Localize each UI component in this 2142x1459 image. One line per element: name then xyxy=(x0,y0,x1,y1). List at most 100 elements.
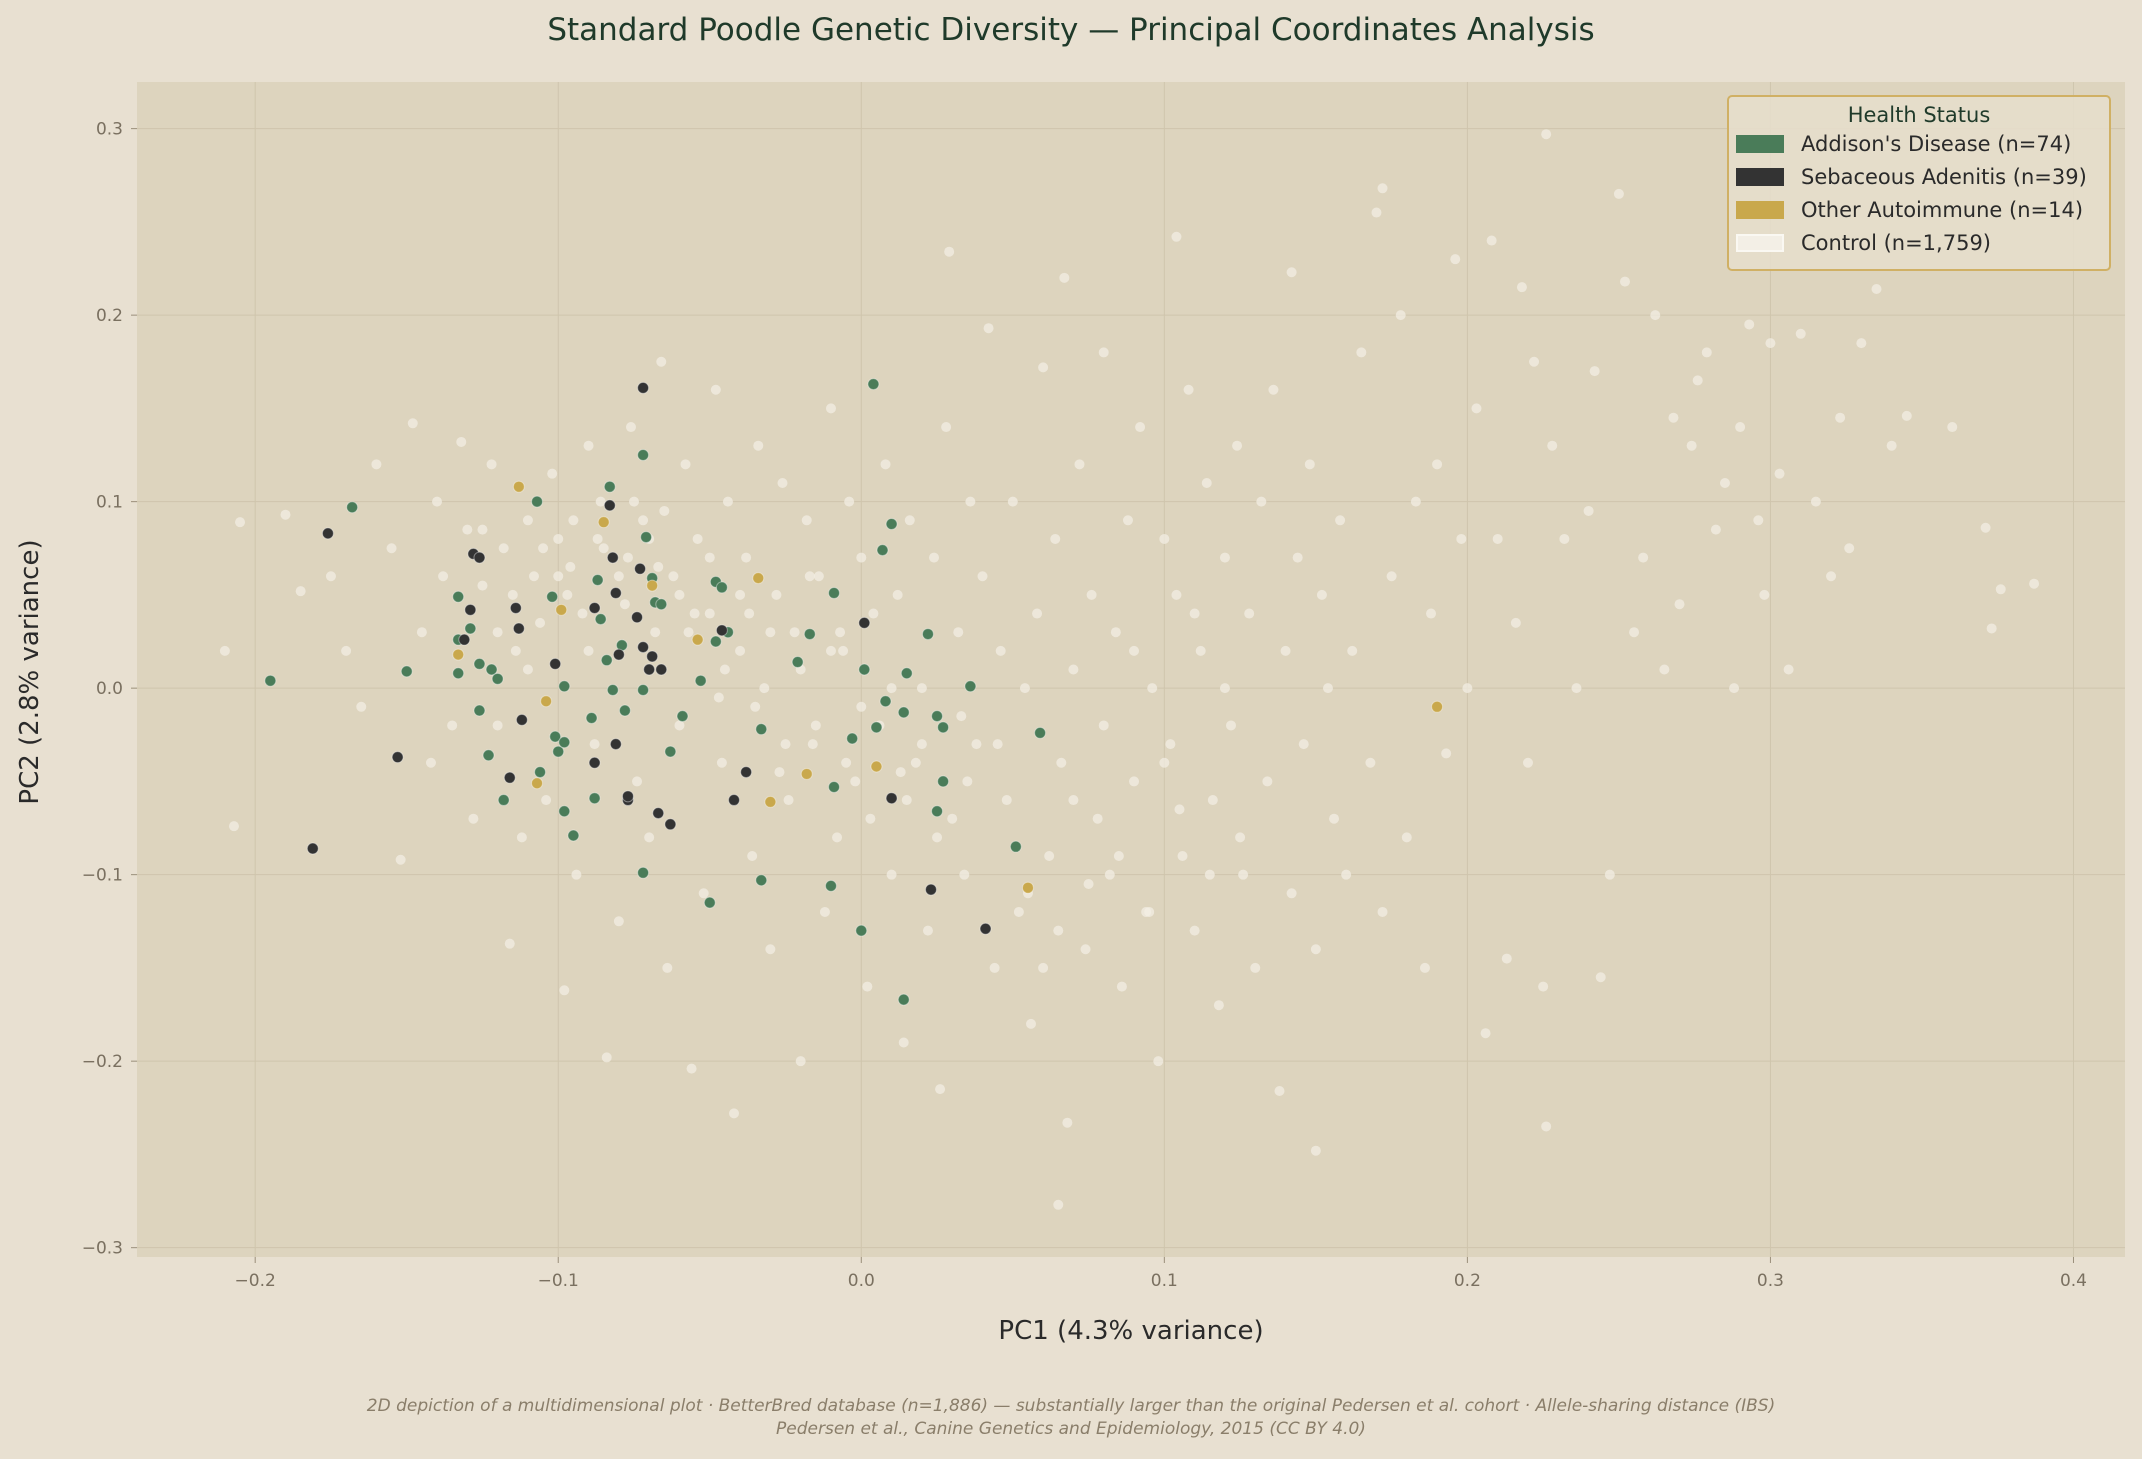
case-point xyxy=(694,674,707,687)
control-point xyxy=(789,627,800,638)
case-point xyxy=(637,449,650,462)
control-point xyxy=(807,739,818,750)
control-point xyxy=(780,739,791,750)
case-point xyxy=(897,706,910,719)
case-point xyxy=(728,794,741,807)
case-point xyxy=(867,378,880,391)
control-point xyxy=(1059,272,1070,283)
control-point xyxy=(325,571,336,582)
case-point xyxy=(846,732,859,745)
case-point xyxy=(452,590,465,603)
control-point xyxy=(1356,347,1367,358)
control-point xyxy=(1783,664,1794,675)
control-point xyxy=(929,552,940,563)
legend-label: Other Autoimmune (n=14) xyxy=(1801,197,2084,222)
case-point xyxy=(546,590,559,603)
control-point xyxy=(1207,795,1218,806)
control-point xyxy=(1619,276,1630,287)
control-point xyxy=(1510,617,1521,628)
control-point xyxy=(1050,533,1061,544)
case-point xyxy=(588,792,601,805)
case-point xyxy=(452,648,465,661)
control-point xyxy=(1074,459,1085,470)
control-point xyxy=(1174,804,1185,815)
control-point xyxy=(1292,552,1303,563)
control-point xyxy=(1322,683,1333,694)
control-point xyxy=(1856,338,1867,349)
case-point xyxy=(879,695,892,708)
control-point xyxy=(1135,422,1146,433)
case-point xyxy=(1021,881,1034,894)
case-point xyxy=(876,544,889,557)
control-point xyxy=(1826,571,1837,582)
control-point xyxy=(935,1084,946,1095)
control-point xyxy=(1668,412,1679,423)
control-point xyxy=(813,571,824,582)
control-point xyxy=(892,589,903,600)
control-point xyxy=(477,524,488,535)
control-point xyxy=(462,524,473,535)
case-point xyxy=(655,598,668,611)
control-point xyxy=(1044,851,1055,862)
control-point xyxy=(1701,347,1712,358)
control-point xyxy=(1226,720,1237,731)
control-point xyxy=(722,496,733,507)
control-point xyxy=(1219,683,1230,694)
control-point xyxy=(825,403,836,414)
control-point xyxy=(1086,589,1097,600)
control-point xyxy=(1153,1056,1164,1067)
control-point xyxy=(535,617,546,628)
control-point xyxy=(498,543,509,554)
control-point xyxy=(1171,589,1182,600)
control-point xyxy=(1098,347,1109,358)
control-point xyxy=(1013,906,1024,917)
control-point xyxy=(1129,776,1140,787)
y-tick-label: 0.1 xyxy=(96,493,123,513)
case-point xyxy=(591,573,604,586)
case-point xyxy=(755,874,768,887)
control-point xyxy=(568,515,579,526)
control-point xyxy=(1068,664,1079,675)
case-point xyxy=(637,684,650,697)
control-point xyxy=(1480,1028,1491,1039)
case-point xyxy=(512,480,525,493)
legend-label: Sebaceous Adenitis (n=39) xyxy=(1801,164,2087,189)
control-point xyxy=(819,906,830,917)
control-point xyxy=(1183,384,1194,395)
control-point xyxy=(1147,683,1158,694)
case-point xyxy=(652,807,665,820)
control-point xyxy=(662,962,673,973)
control-point xyxy=(395,854,406,865)
control-point xyxy=(910,757,921,768)
control-point xyxy=(1629,627,1640,638)
control-point xyxy=(1980,522,1991,533)
control-point xyxy=(504,938,515,949)
case-point xyxy=(655,663,668,676)
control-point xyxy=(1213,1000,1224,1011)
control-point xyxy=(1341,869,1352,880)
control-point xyxy=(598,543,609,554)
case-point xyxy=(400,665,413,678)
control-point xyxy=(1692,375,1703,386)
control-point xyxy=(959,869,970,880)
case-point xyxy=(606,551,619,564)
control-point xyxy=(901,795,912,806)
y-tick-label: 0.3 xyxy=(96,120,123,140)
case-point xyxy=(464,603,477,616)
control-point xyxy=(1613,188,1624,199)
control-point xyxy=(1083,878,1094,889)
control-point xyxy=(1638,552,1649,563)
control-point xyxy=(1516,282,1527,293)
control-point xyxy=(613,571,624,582)
control-point xyxy=(1053,1199,1064,1210)
control-point xyxy=(1298,739,1309,750)
control-point xyxy=(850,776,861,787)
case-point xyxy=(603,480,616,493)
case-point xyxy=(585,711,598,724)
case-point xyxy=(676,710,689,723)
case-point xyxy=(631,611,644,624)
control-point xyxy=(1129,645,1140,656)
legend: Health Status Addison's Disease (n=74) S… xyxy=(1727,95,2111,271)
control-point xyxy=(1286,888,1297,899)
